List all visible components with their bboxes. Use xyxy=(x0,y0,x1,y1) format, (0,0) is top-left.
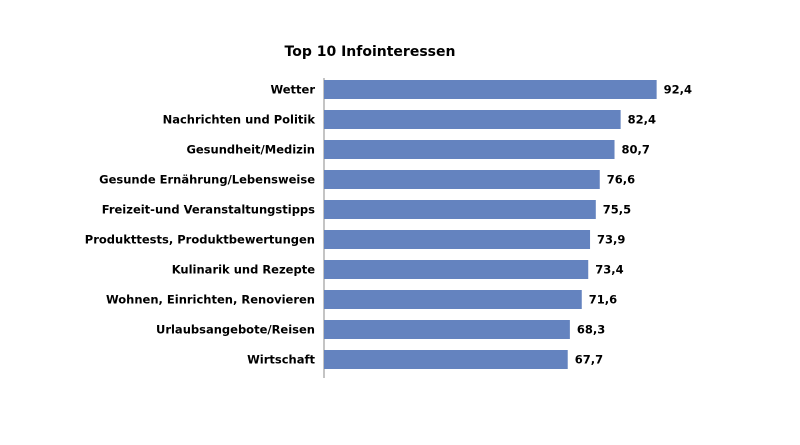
value-label-1: 92,4 xyxy=(664,83,692,97)
value-label-8: 71,6 xyxy=(589,293,617,307)
bar-10 xyxy=(324,350,568,369)
category-label-10: Wirtschaft xyxy=(247,353,315,367)
bar-1 xyxy=(324,80,657,99)
bar-7 xyxy=(324,260,589,279)
value-label-7: 73,4 xyxy=(595,263,623,277)
value-label-5: 75,5 xyxy=(603,203,631,217)
bar-8 xyxy=(324,290,582,309)
value-label-2: 82,4 xyxy=(628,113,656,127)
value-label-10: 67,7 xyxy=(575,353,603,367)
value-label-9: 68,3 xyxy=(577,323,605,337)
bar-3 xyxy=(324,140,615,159)
category-label-2: Nachrichten und Politik xyxy=(163,113,316,127)
bar-6 xyxy=(324,230,591,249)
category-label-1: Wetter xyxy=(270,83,315,97)
value-label-6: 73,9 xyxy=(597,233,625,247)
bar-4 xyxy=(324,170,600,189)
bar-5 xyxy=(324,200,596,219)
category-label-8: Wohnen, Einrichten, Renovieren xyxy=(106,293,315,307)
category-label-3: Gesundheit/Medizin xyxy=(186,143,315,157)
category-label-9: Urlaubsangebote/Reisen xyxy=(156,323,315,337)
bar-9 xyxy=(324,320,570,339)
bar-2 xyxy=(324,110,621,129)
category-label-6: Produkttests, Produktbewertungen xyxy=(85,233,315,247)
category-label-5: Freizeit-und Veranstaltungstipps xyxy=(102,203,315,217)
category-label-4: Gesunde Ernährung/Lebensweise xyxy=(99,173,315,187)
value-label-4: 76,6 xyxy=(607,173,635,187)
chart-title: Top 10 Infointeressen xyxy=(284,44,456,60)
category-label-7: Kulinarik und Rezepte xyxy=(172,263,315,277)
value-label-3: 80,7 xyxy=(622,143,650,157)
bars-group: Wetter 92,4 Nachrichten und Politik 82,4 Ges… xyxy=(85,80,692,369)
